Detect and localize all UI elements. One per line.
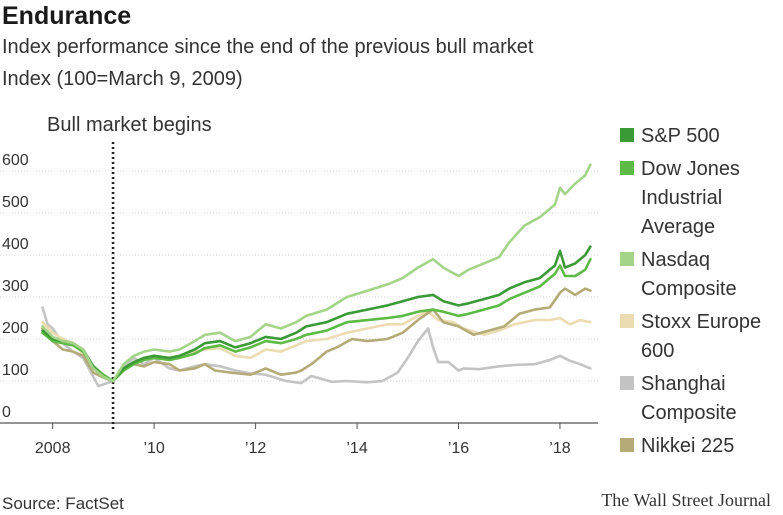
series-line-nasdaq-composite bbox=[41, 163, 592, 383]
x-tick-label: ’16 bbox=[448, 440, 469, 457]
legend-swatch bbox=[620, 161, 634, 175]
publisher-credit: The Wall Street Journal bbox=[601, 490, 771, 510]
legend-item: Nasdaq Composite bbox=[620, 246, 783, 304]
legend-label: Nasdaq Composite bbox=[641, 249, 737, 300]
series-lines bbox=[41, 163, 592, 388]
legend-swatch bbox=[620, 128, 634, 142]
x-tick-label: ’10 bbox=[143, 440, 164, 457]
legend-item: Dow Jones Industrial Average bbox=[620, 155, 783, 242]
x-tick-label: ’12 bbox=[245, 440, 266, 457]
gridlines bbox=[0, 170, 598, 424]
legend-label: Dow Jones Industrial Average bbox=[641, 158, 740, 238]
chart-title: Endurance bbox=[2, 2, 132, 30]
source-note: Source: FactSet bbox=[2, 494, 124, 513]
y-axis-ticks: 0 100 200 300 400 500 600 bbox=[2, 152, 29, 421]
y-tick-label: 400 bbox=[2, 236, 29, 253]
y-tick-label: 600 bbox=[2, 152, 29, 169]
y-tick-label: 0 bbox=[2, 404, 11, 421]
legend-item: Stoxx Europe 600 bbox=[620, 308, 783, 366]
chart-legend: S&P 500 Dow Jones Industrial Average Nasda… bbox=[620, 122, 783, 465]
legend-item: Nikkei 225 bbox=[620, 432, 783, 461]
y-tick-label: 200 bbox=[2, 320, 29, 337]
legend-label: Stoxx Europe 600 bbox=[641, 311, 762, 362]
legend-swatch bbox=[620, 314, 634, 328]
x-axis-ticks: 2008 ’10 ’12 ’14 ’16 ’18 bbox=[35, 423, 571, 457]
legend-item: S&P 500 bbox=[620, 122, 783, 151]
legend-label: Shanghai Composite bbox=[641, 373, 737, 424]
legend-label: Nikkei 225 bbox=[641, 435, 735, 457]
y-tick-label: 500 bbox=[2, 194, 29, 211]
y-tick-label: 100 bbox=[2, 362, 29, 379]
x-tick-label: ’14 bbox=[346, 440, 367, 457]
bull-market-annotation: Bull market begins bbox=[47, 114, 212, 429]
legend-item: Shanghai Composite bbox=[620, 370, 783, 428]
legend-swatch bbox=[620, 438, 634, 452]
y-tick-label: 300 bbox=[2, 278, 29, 295]
chart-subtitle: Index performance since the end of the p… bbox=[2, 36, 534, 58]
series-line-shanghai-composite bbox=[41, 306, 592, 388]
bull-market-label: Bull market begins bbox=[47, 114, 212, 136]
legend-label: S&P 500 bbox=[641, 125, 720, 147]
x-tick-label: ’18 bbox=[549, 440, 570, 457]
legend-swatch bbox=[620, 376, 634, 390]
x-tick-label: 2008 bbox=[35, 440, 71, 457]
legend-swatch bbox=[620, 252, 634, 266]
chart-units-label: Index (100=March 9, 2009) bbox=[2, 68, 243, 90]
